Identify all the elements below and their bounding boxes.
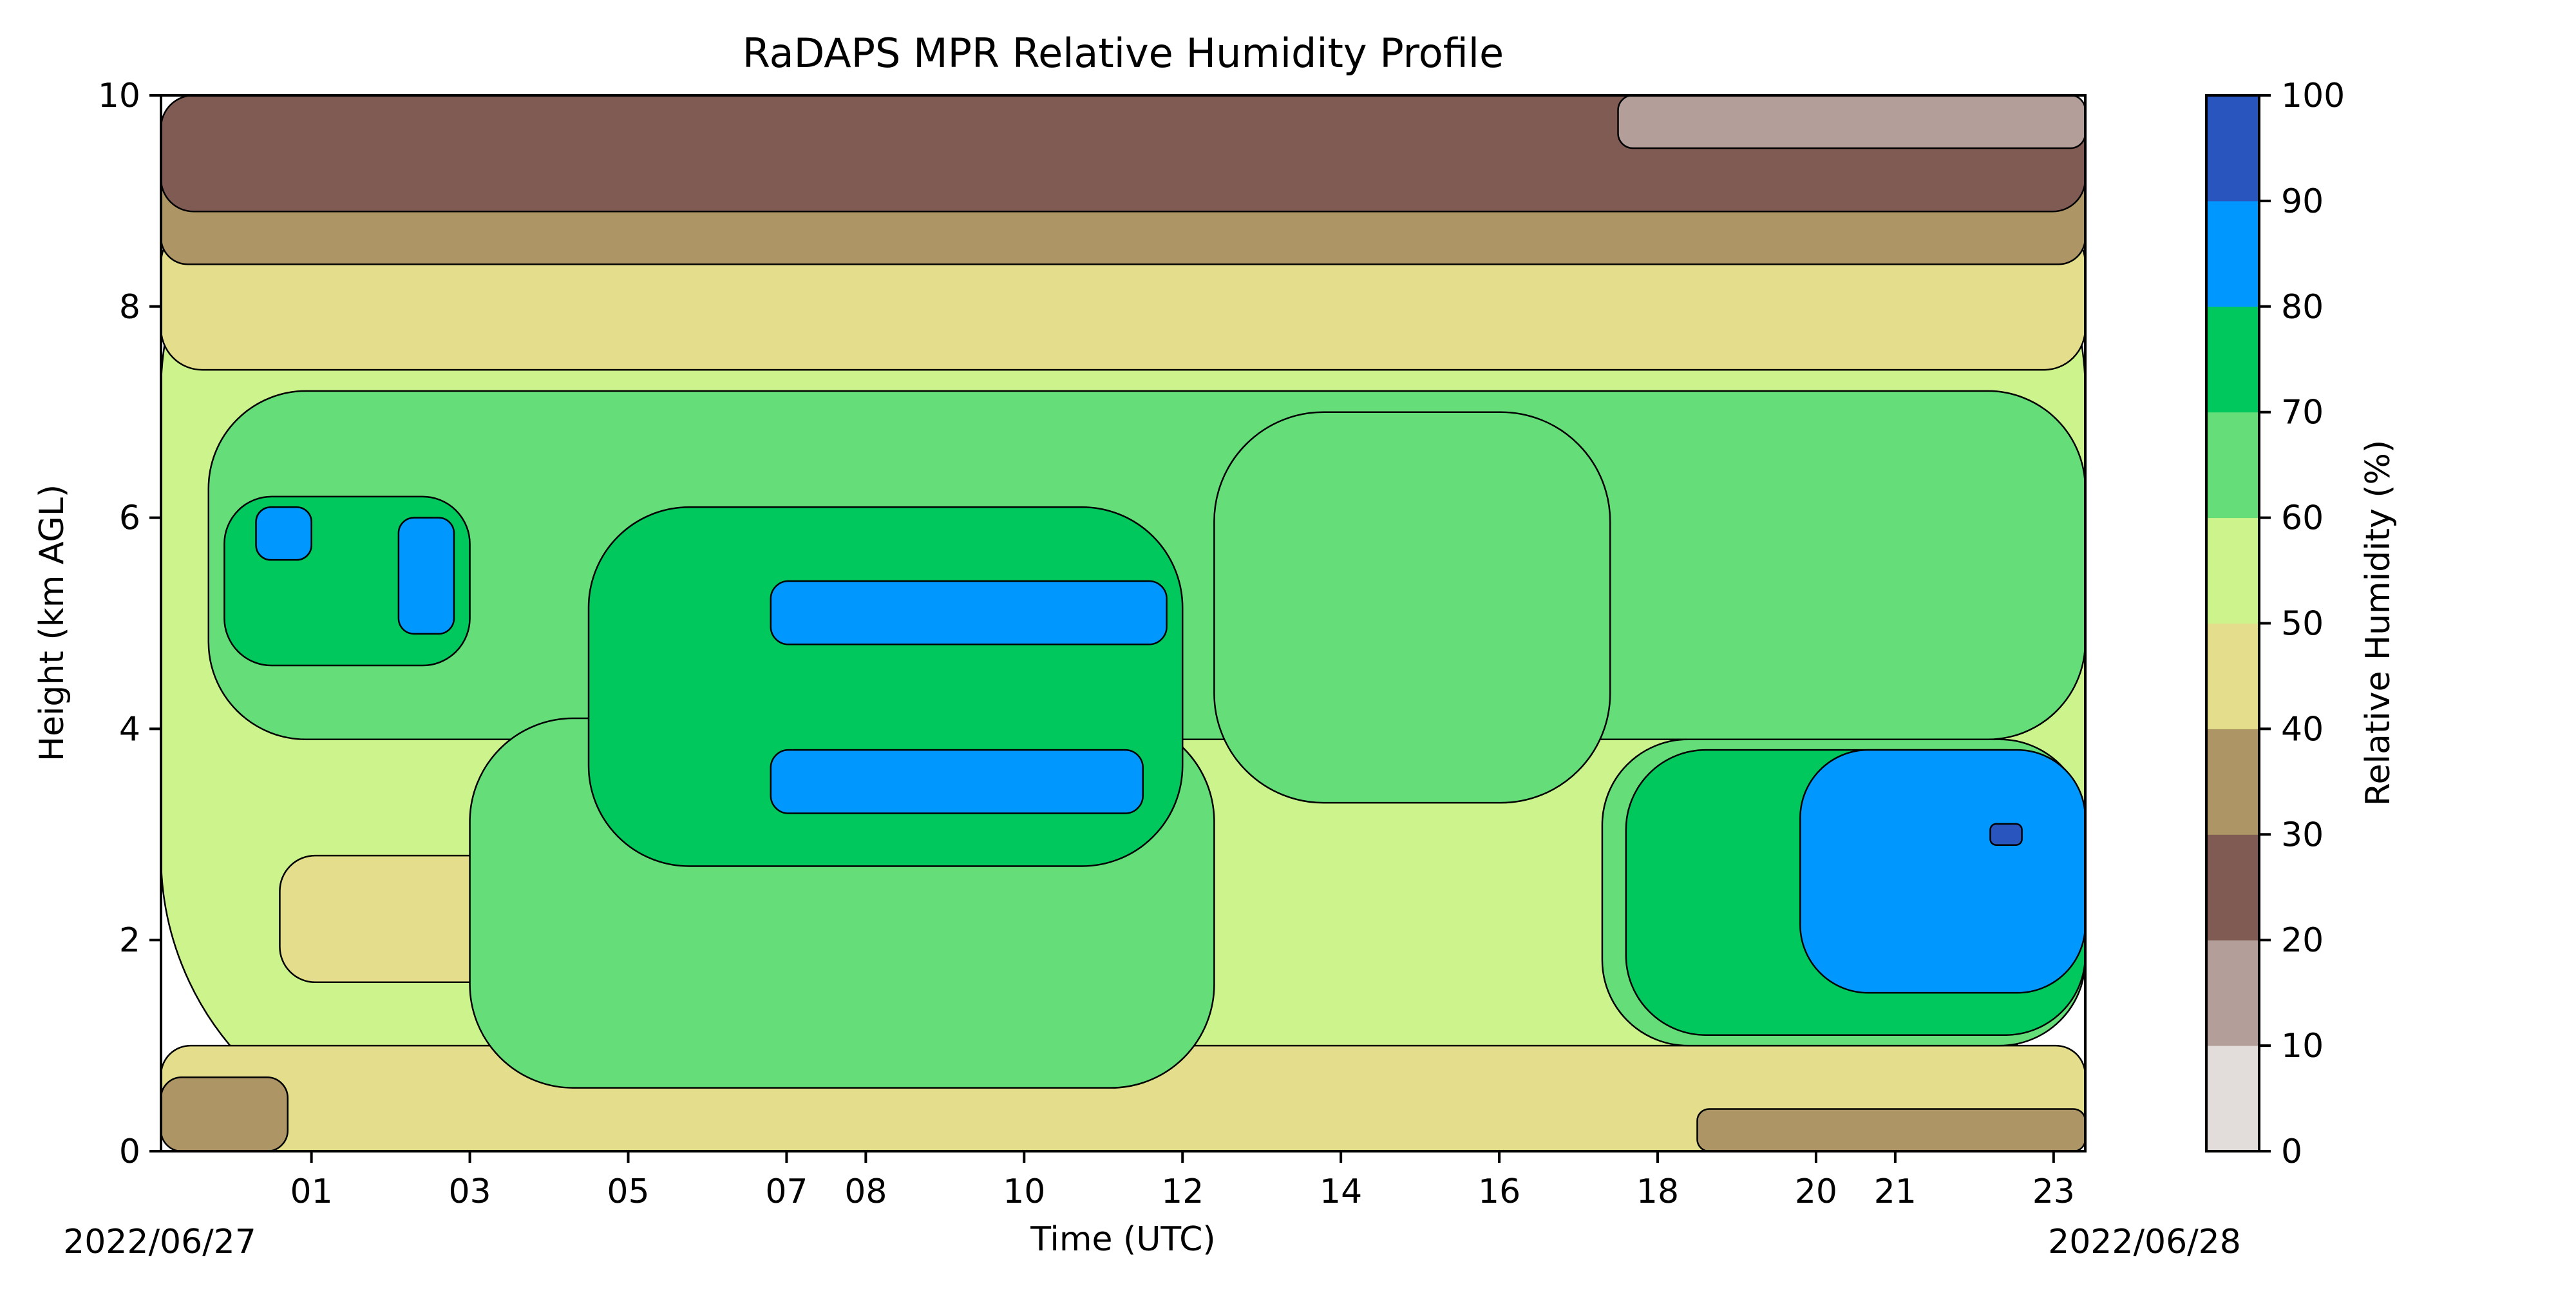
colorbar-tick-label: 40 <box>2281 710 2324 749</box>
rh-region-90-21 <box>1989 823 2023 846</box>
x-axis: 01 03 05 07 08 10 12 14 16 18 20 21 23 <box>290 1151 2075 1211</box>
x-tick-label: 18 <box>1636 1172 1679 1211</box>
colorbar-segment <box>2206 940 2259 1046</box>
rh-region-30-7 <box>1696 1108 2085 1151</box>
colorbar-segment <box>2206 834 2259 941</box>
colorbar-tick-label: 90 <box>2281 182 2324 221</box>
y-tick-label: 4 <box>119 710 140 749</box>
rh-region-80-16 <box>255 506 312 561</box>
x-tick-label: 08 <box>844 1172 887 1211</box>
rh-region-80-20 <box>1799 749 2085 994</box>
y-tick-label: 10 <box>98 77 140 115</box>
rh-region-60-11 <box>1213 411 1611 804</box>
x-tick-label: 10 <box>1003 1172 1045 1211</box>
y-tick-label: 8 <box>119 288 140 327</box>
humidity-field <box>161 95 2085 1151</box>
x-axis-label: Time (UTC) <box>1030 1220 1215 1259</box>
y-axis-label: Height (km AGL) <box>33 484 71 761</box>
colorbar-tick-label: 70 <box>2281 394 2324 432</box>
colorbar: 0 10 20 30 40 50 60 70 80 90 100 <box>2205 77 2345 1171</box>
chart-title: RaDAPS MPR Relative Humidity Profile <box>743 30 1504 77</box>
x-tick-label: 05 <box>607 1172 649 1211</box>
end-date-label: 2022/06/28 <box>2048 1223 2241 1261</box>
colorbar-segment <box>2206 412 2259 519</box>
rh-region-30-6 <box>161 1076 289 1151</box>
colorbar-tick-label: 60 <box>2281 499 2324 538</box>
x-tick-label: 14 <box>1320 1172 1362 1211</box>
rh-region-20-3 <box>161 95 2085 213</box>
x-tick-label: 01 <box>290 1172 333 1211</box>
colorbar-segment <box>2206 95 2259 202</box>
y-tick-label: 0 <box>119 1133 140 1171</box>
colorbar-segment <box>2206 306 2259 413</box>
colorbar-segment <box>2206 1046 2259 1152</box>
colorbar-segment <box>2206 623 2259 729</box>
x-tick-label: 07 <box>765 1172 808 1211</box>
start-date-label: 2022/06/27 <box>63 1223 256 1261</box>
colorbar-tick-label: 10 <box>2281 1027 2324 1066</box>
x-tick-label: 03 <box>448 1172 491 1211</box>
colorbar-tick-label: 20 <box>2281 921 2324 960</box>
colorbar-label: Relative Humidity (%) <box>2359 440 2398 807</box>
plot-frame <box>160 94 2087 1152</box>
y-tick-label: 2 <box>119 921 140 960</box>
rh-region-10-4 <box>1617 95 2085 149</box>
y-axis: 0 2 4 6 8 10 <box>98 77 161 1171</box>
x-tick-label: 23 <box>2032 1172 2075 1211</box>
x-tick-label: 20 <box>1795 1172 1837 1211</box>
colorbar-segment <box>2206 517 2259 624</box>
rh-region-80-18 <box>770 580 1168 646</box>
y-tick-label: 6 <box>119 499 140 538</box>
colorbar-tick-label: 100 <box>2281 77 2345 115</box>
colorbar-tick-label: 0 <box>2281 1133 2302 1171</box>
x-tick-label: 21 <box>1874 1172 1917 1211</box>
colorbar-segment <box>2206 729 2259 835</box>
rh-region-80-19 <box>770 749 1144 814</box>
rh-region-80-17 <box>397 517 455 635</box>
colorbar-tick-label: 80 <box>2281 288 2324 327</box>
colorbar-tick-label: 50 <box>2281 605 2324 644</box>
colorbar-segment <box>2206 200 2259 307</box>
colorbar-tick-label: 30 <box>2281 816 2324 854</box>
x-tick-label: 16 <box>1478 1172 1520 1211</box>
x-tick-label: 12 <box>1161 1172 1204 1211</box>
